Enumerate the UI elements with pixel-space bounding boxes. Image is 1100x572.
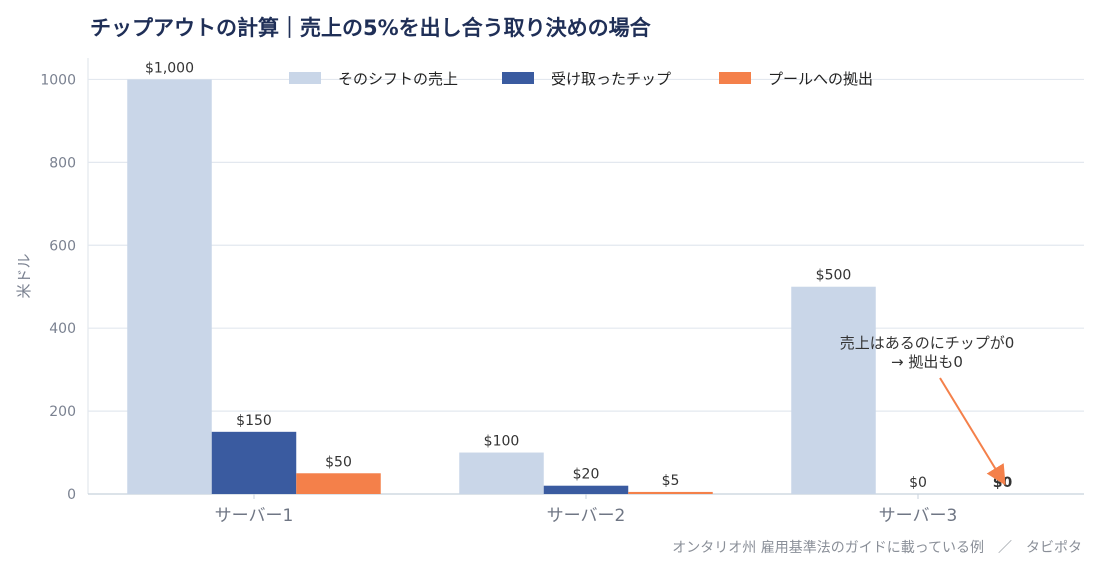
data-label-0-0: $1,000 — [145, 60, 194, 76]
data-label-2-1: $0 — [909, 475, 927, 491]
data-label-0-1: $150 — [236, 413, 272, 429]
y-axis-label: 米ドル — [15, 253, 33, 298]
data-label-0-2: $50 — [325, 454, 352, 470]
y-tick-label-0: 0 — [67, 487, 76, 503]
annotation-arrow — [939, 377, 1006, 486]
x-tick-label-1: サーバー2 — [547, 506, 626, 526]
annotation-line-1: → 拠出も0 — [891, 353, 963, 371]
legend-label-0: そのシフトの売上 — [338, 70, 458, 88]
data-label-1-1: $20 — [573, 467, 600, 483]
bar-2-0 — [791, 286, 876, 494]
data-label-2-2: $0 — [993, 475, 1013, 491]
x-tick-label-2: サーバー3 — [879, 506, 958, 526]
bar-0-1 — [211, 431, 297, 494]
y-tick-label-3: 600 — [49, 238, 76, 254]
data-label-2-0: $500 — [816, 268, 852, 284]
y-tick-label-5: 1000 — [40, 72, 76, 88]
x-tick-label-0: サーバー1 — [215, 506, 294, 526]
y-tick-label-2: 400 — [49, 321, 76, 337]
legend-swatch-2 — [719, 72, 751, 84]
chart-title: チップアウトの計算｜売上の5%を出し合う取り決めの場合 — [90, 16, 651, 40]
legend-label-2: プールへの拠出 — [768, 70, 873, 88]
annotation-line-0: 売上はあるのにチップが0 — [840, 334, 1015, 352]
bar-1-0 — [459, 452, 544, 494]
y-tick-label-4: 800 — [49, 155, 76, 171]
source-note: オンタリオ州 雇用基準法のガイドに載っている例 ／ タビポタ — [672, 540, 1082, 556]
legend-swatch-1 — [502, 72, 534, 84]
bar-0-2 — [296, 473, 381, 494]
y-tick-label-1: 200 — [49, 404, 76, 420]
bar-1-2 — [628, 491, 713, 494]
data-label-1-0: $100 — [484, 434, 520, 450]
bar-1-1 — [543, 485, 629, 494]
bar-0-0 — [127, 79, 212, 495]
legend-label-1: 受け取ったチップ — [551, 70, 671, 88]
data-label-1-2: $5 — [662, 473, 680, 489]
legend-swatch-0 — [289, 72, 321, 84]
